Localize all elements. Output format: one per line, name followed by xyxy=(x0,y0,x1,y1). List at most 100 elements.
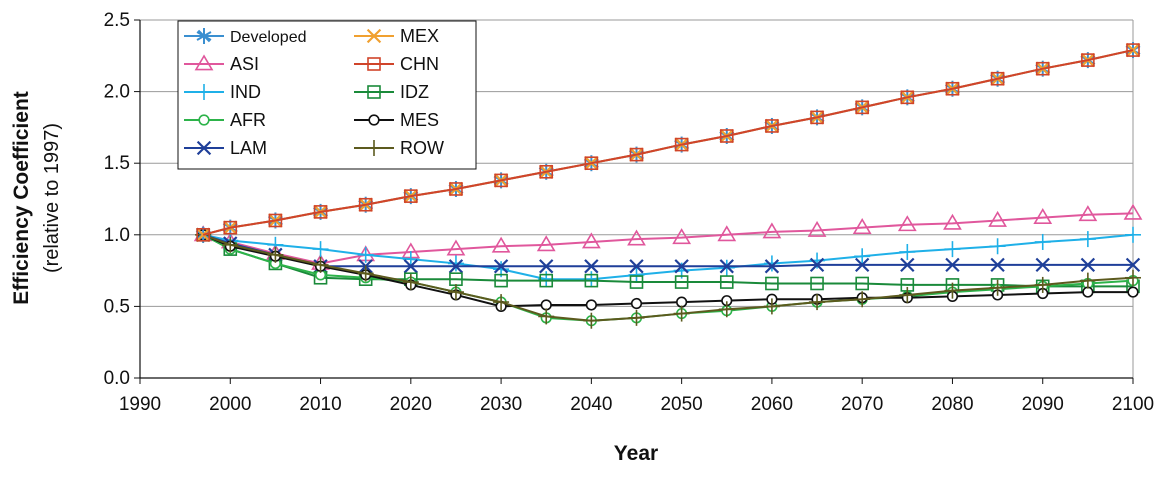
point-asi-2035 xyxy=(536,235,556,252)
point-idz-2065 xyxy=(810,276,824,291)
legend-label-chn: CHN xyxy=(400,54,439,74)
series-line-idz xyxy=(202,233,1133,288)
y-tick-label-0.0: 0.0 xyxy=(104,368,130,389)
point-lam-2075 xyxy=(900,257,915,273)
y-tick-label-1.5: 1.5 xyxy=(104,153,130,174)
series-line-asi xyxy=(202,212,1134,265)
legend-marker-developed xyxy=(196,28,212,44)
point-mes-2035 xyxy=(540,299,552,311)
point-row-2060 xyxy=(763,298,780,315)
x-tick-label-2070: 2070 xyxy=(841,394,883,415)
point-row-2055 xyxy=(718,301,735,318)
point-chn-2080 xyxy=(945,81,960,96)
axes xyxy=(134,19,1134,384)
point-row-2020 xyxy=(402,274,419,291)
legend-marker-lam xyxy=(196,140,212,156)
point-asi-2050 xyxy=(672,228,692,245)
legend-marker-ind xyxy=(196,84,212,100)
y-tick-label-1.0: 1.0 xyxy=(104,225,130,246)
series-line-row xyxy=(202,233,1134,322)
point-ind-2015 xyxy=(357,246,374,263)
point-row-2005 xyxy=(267,246,284,263)
point-asi-2045 xyxy=(627,229,646,246)
tick-labels: 0.0 0.5 1.0 1.5 2.0 2.5 1990 2000 2010 2020 2030 20… xyxy=(104,10,1155,415)
point-ind-2100 xyxy=(1125,226,1141,243)
point-chn-2060 xyxy=(765,119,779,133)
point-asi-2025 xyxy=(446,239,466,256)
point-row-2075 xyxy=(899,286,916,303)
point-lam-2070 xyxy=(855,257,870,273)
series-line-chn xyxy=(202,49,1134,236)
point-chn-2065 xyxy=(810,110,824,125)
legend-marker-afr xyxy=(198,114,210,126)
point-chn-2020 xyxy=(404,189,418,203)
y-tick-label-2.5: 2.5 xyxy=(104,10,130,31)
x-tick-label-1990: 1990 xyxy=(119,394,161,415)
point-chn-2085 xyxy=(990,71,1005,86)
point-idz-2045 xyxy=(629,275,644,289)
point-row-2095 xyxy=(1079,272,1096,289)
legend-label-developed: Developed xyxy=(230,29,307,46)
point-chn-2000 xyxy=(223,220,238,235)
point-asi-2100 xyxy=(1123,203,1143,220)
point-mes-2100 xyxy=(1127,286,1139,298)
point-ind-2060 xyxy=(763,255,780,272)
point-idz-2035 xyxy=(539,273,554,288)
series-line-ind xyxy=(202,233,1134,281)
point-idz-2050 xyxy=(674,275,689,289)
legend: Developed MEX ASI CHN IND IDZ AFR MES LAM ROW xyxy=(177,20,477,170)
legend-label-asi: ASI xyxy=(230,54,259,74)
x-axis-title: Year xyxy=(614,442,658,465)
point-ind-2095 xyxy=(1079,231,1096,248)
x-tick-label-2080: 2080 xyxy=(931,394,973,415)
point-idz-2030 xyxy=(494,273,508,288)
point-chn-2010 xyxy=(313,205,328,219)
point-ind-2090 xyxy=(1034,233,1051,250)
point-chn-1997 xyxy=(196,228,210,242)
point-row-2040 xyxy=(583,312,600,329)
point-row-2085 xyxy=(989,279,1006,296)
point-lam-2085 xyxy=(990,257,1005,273)
point-chn-2070 xyxy=(855,100,869,115)
x-tick-label-2090: 2090 xyxy=(1022,394,1064,415)
point-row-2035 xyxy=(538,308,555,325)
point-row-2045 xyxy=(628,309,645,326)
point-ind-2010 xyxy=(312,241,329,258)
point-idz-2060 xyxy=(765,276,779,291)
point-ind-2070 xyxy=(854,248,871,265)
y-axis-subtitle: (relative to 1997) xyxy=(41,123,63,273)
point-ind-2020 xyxy=(402,251,419,268)
x-tick-label-2100: 2100 xyxy=(1112,394,1154,415)
point-idz-2040 xyxy=(584,273,599,288)
y-tick-label-0.5: 0.5 xyxy=(104,296,130,317)
x-tick-label-2060: 2060 xyxy=(751,394,793,415)
point-row-2000 xyxy=(222,236,239,253)
point-row-2080 xyxy=(944,282,961,299)
point-chn-2015 xyxy=(358,197,373,212)
point-asi-2030 xyxy=(491,236,511,253)
point-idz-2055 xyxy=(719,275,734,289)
point-ind-2045 xyxy=(628,266,645,283)
x-tick-label-2000: 2000 xyxy=(209,394,251,415)
point-chn-2090 xyxy=(1035,61,1050,76)
point-row-2015 xyxy=(357,265,374,282)
x-tick-label-2030: 2030 xyxy=(480,394,522,415)
point-ind-2025 xyxy=(447,255,464,272)
x-tick-label-2050: 2050 xyxy=(660,394,702,415)
point-row-2025 xyxy=(447,284,464,301)
legend-marker-asi xyxy=(194,54,214,71)
point-chn-2100 xyxy=(1126,43,1140,57)
x-tick-label-2040: 2040 xyxy=(570,394,612,415)
point-chn-2050 xyxy=(674,137,689,152)
legend-label-mes: MES xyxy=(400,110,439,130)
point-row-2030 xyxy=(493,294,510,311)
legend-label-row: ROW xyxy=(400,138,444,158)
point-mes-2040 xyxy=(585,299,597,311)
point-chn-2030 xyxy=(494,173,508,188)
point-mes-2045 xyxy=(630,297,643,310)
legend-label-mex: MEX xyxy=(400,26,439,46)
point-lam-2080 xyxy=(945,257,960,273)
point-chn-2055 xyxy=(719,129,734,143)
point-lam-2055 xyxy=(719,259,734,274)
